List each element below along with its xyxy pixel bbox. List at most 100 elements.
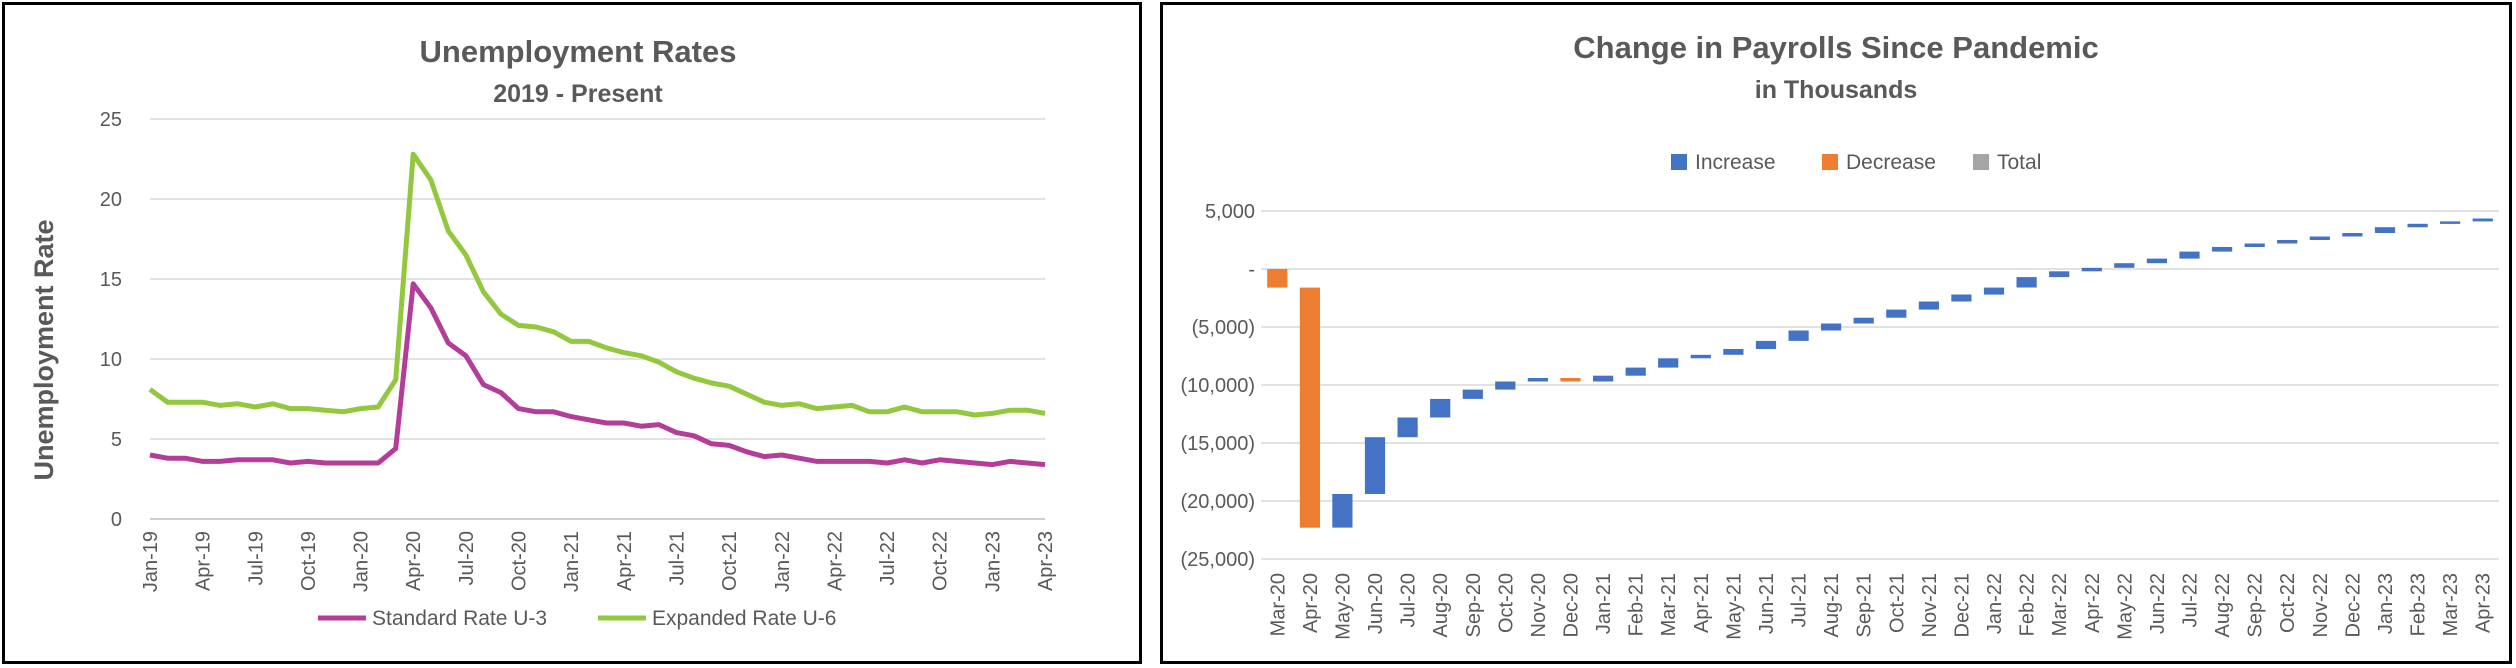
increase-bar	[2212, 247, 2233, 252]
series-line	[149, 281, 1046, 468]
x-tick-label: Jan-23	[982, 531, 1004, 592]
chart-subtitle: in Thousands	[1755, 76, 1918, 104]
x-tick-label: Mar-22	[2049, 573, 2071, 636]
x-tick-label: Apr-21	[614, 531, 636, 591]
increase-bar	[2016, 277, 2037, 288]
increase-bar	[1495, 381, 1516, 390]
increase-bar	[1918, 301, 1939, 310]
x-tick-label: Oct-19	[298, 531, 320, 591]
x-tick-label: Oct-21	[719, 531, 741, 591]
increase-bar	[1755, 340, 1777, 349]
x-tick-label: Oct-22	[2277, 573, 2299, 633]
x-tick-label: Feb-23	[2408, 573, 2430, 636]
increase-bar	[2374, 227, 2396, 233]
x-tick-label: Apr-20	[403, 531, 425, 591]
increase-bar	[2081, 267, 2102, 272]
increase-bar	[1853, 317, 1874, 324]
x-tick-label: Jan-22	[1984, 573, 2006, 634]
chart-title: Unemployment Rates	[420, 34, 737, 69]
x-tick-label: Jan-23	[2375, 573, 2397, 634]
y-axis-title: Unemployment Rate	[29, 219, 59, 480]
increase-bar	[1527, 378, 1548, 382]
increase-bar	[2407, 223, 2428, 228]
increase-bar	[1658, 358, 1679, 368]
increase-bar	[1625, 367, 1646, 376]
x-tick-label: Apr-22	[824, 531, 846, 591]
x-tick-label: Jan-21	[561, 531, 583, 592]
increase-bar	[1593, 375, 1614, 382]
increase-bar	[2244, 243, 2265, 247]
x-tick-label: Mar-20	[1267, 573, 1289, 636]
x-tick-label: Dec-20	[1561, 573, 1583, 637]
legend-label: Expanded Rate U-6	[652, 607, 836, 630]
unemployment-chart-panel: Unemployment Rates 2019 - Present Unempl…	[2, 2, 1142, 664]
x-tick-label: Dec-21	[1951, 573, 1973, 637]
x-tick-label: Jun-21	[1756, 573, 1778, 634]
y-tick-label: 20	[100, 189, 122, 211]
legend-label: Decrease	[1846, 151, 1936, 174]
legend-label: Standard Rate U-3	[372, 607, 547, 630]
payrolls-chart-panel: Change in Payrolls Since Pandemic in Tho…	[1160, 2, 2512, 664]
x-tick-label: Feb-22	[2017, 573, 2039, 636]
increase-bar	[2277, 240, 2298, 244]
x-tick-label: Jan-22	[772, 531, 794, 592]
increase-bar	[1983, 287, 2005, 295]
x-tick-label: Jun-20	[1365, 573, 1387, 634]
x-tick-label: Nov-21	[1919, 573, 1941, 637]
y-tick-label: (5,000)	[1192, 317, 1255, 339]
x-tick-label: Jul-20	[456, 531, 478, 585]
x-tick-label: Sep-21	[1854, 573, 1876, 638]
legend-label: Total	[1997, 151, 2041, 174]
x-tick-label: Apr-21	[1691, 573, 1713, 633]
unemployment-line-chart: Unemployment Rates 2019 - Present Unempl…	[29, 34, 1057, 630]
increase-bar	[1430, 398, 1451, 418]
y-tick-label: 15	[100, 269, 122, 291]
x-tick-label: Mar-23	[2440, 573, 2462, 636]
legend-swatch	[1973, 154, 1989, 170]
y-tick-label: 10	[100, 349, 122, 371]
decrease-bar	[1560, 378, 1581, 382]
increase-bar	[2472, 218, 2493, 222]
x-tick-label: Oct-22	[930, 531, 952, 591]
x-tick-label: Jun-22	[2147, 573, 2169, 634]
increase-bar	[2179, 251, 2200, 259]
x-tick-label: Jul-21	[667, 531, 689, 585]
increase-bar	[1788, 330, 1809, 341]
chart-title: Change in Payrolls Since Pandemic	[1573, 30, 2098, 65]
x-tick-label: Jul-19	[245, 531, 267, 585]
x-tick-label: Jan-19	[140, 531, 162, 592]
x-tick-label: Mar-21	[1658, 573, 1680, 636]
x-tick-label: Apr-23	[1035, 531, 1057, 591]
x-tick-label: Aug-22	[2212, 573, 2234, 638]
x-tick-label: May-21	[1723, 573, 1745, 640]
x-tick-label: Nov-20	[1528, 573, 1550, 637]
y-tick-label: 5	[111, 429, 122, 451]
increase-bar	[1364, 437, 1386, 494]
series-line	[148, 151, 1046, 418]
x-tick-label: Apr-22	[2082, 573, 2104, 633]
increase-bar	[2049, 271, 2070, 278]
x-tick-label: Dec-22	[2342, 573, 2364, 637]
increase-bar	[1886, 309, 1907, 318]
x-tick-label: Jan-21	[1593, 573, 1615, 634]
increase-bar	[2309, 236, 2330, 240]
y-tick-label: 25	[100, 109, 122, 131]
chart-subtitle: 2019 - Present	[493, 80, 663, 108]
increase-bar	[1821, 323, 1842, 331]
increase-bar	[2440, 221, 2461, 224]
increase-bar	[1951, 294, 1972, 302]
x-tick-label: Sep-22	[2245, 573, 2267, 638]
y-tick-label: (25,000)	[1181, 549, 1256, 571]
y-tick-label: (15,000)	[1181, 433, 1256, 455]
decrease-bar	[1267, 269, 1288, 288]
legend-swatch	[1671, 154, 1687, 170]
increase-bar	[1462, 389, 1483, 399]
x-tick-label: Jul-20	[1398, 573, 1420, 627]
y-tick-label: 0	[111, 509, 122, 531]
y-tick-label: 5,000	[1205, 201, 1255, 223]
increase-bar	[2146, 258, 2167, 264]
y-tick-label: (20,000)	[1181, 491, 1256, 513]
x-tick-label: Jul-22	[877, 531, 899, 585]
increase-bar	[2114, 263, 2135, 268]
x-tick-label: Apr-20	[1300, 573, 1322, 633]
